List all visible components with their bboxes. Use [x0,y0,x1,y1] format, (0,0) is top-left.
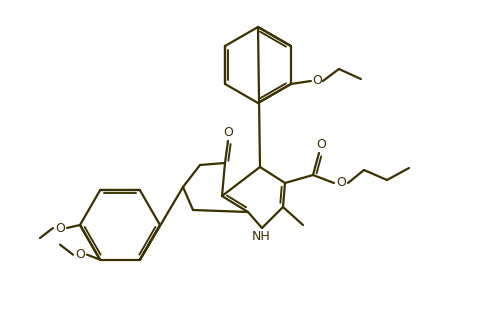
Text: O: O [336,176,346,190]
Text: O: O [223,126,233,138]
Text: O: O [316,138,326,151]
Text: O: O [75,248,85,261]
Text: O: O [312,74,322,88]
Text: NH: NH [252,230,270,242]
Text: O: O [55,221,65,235]
